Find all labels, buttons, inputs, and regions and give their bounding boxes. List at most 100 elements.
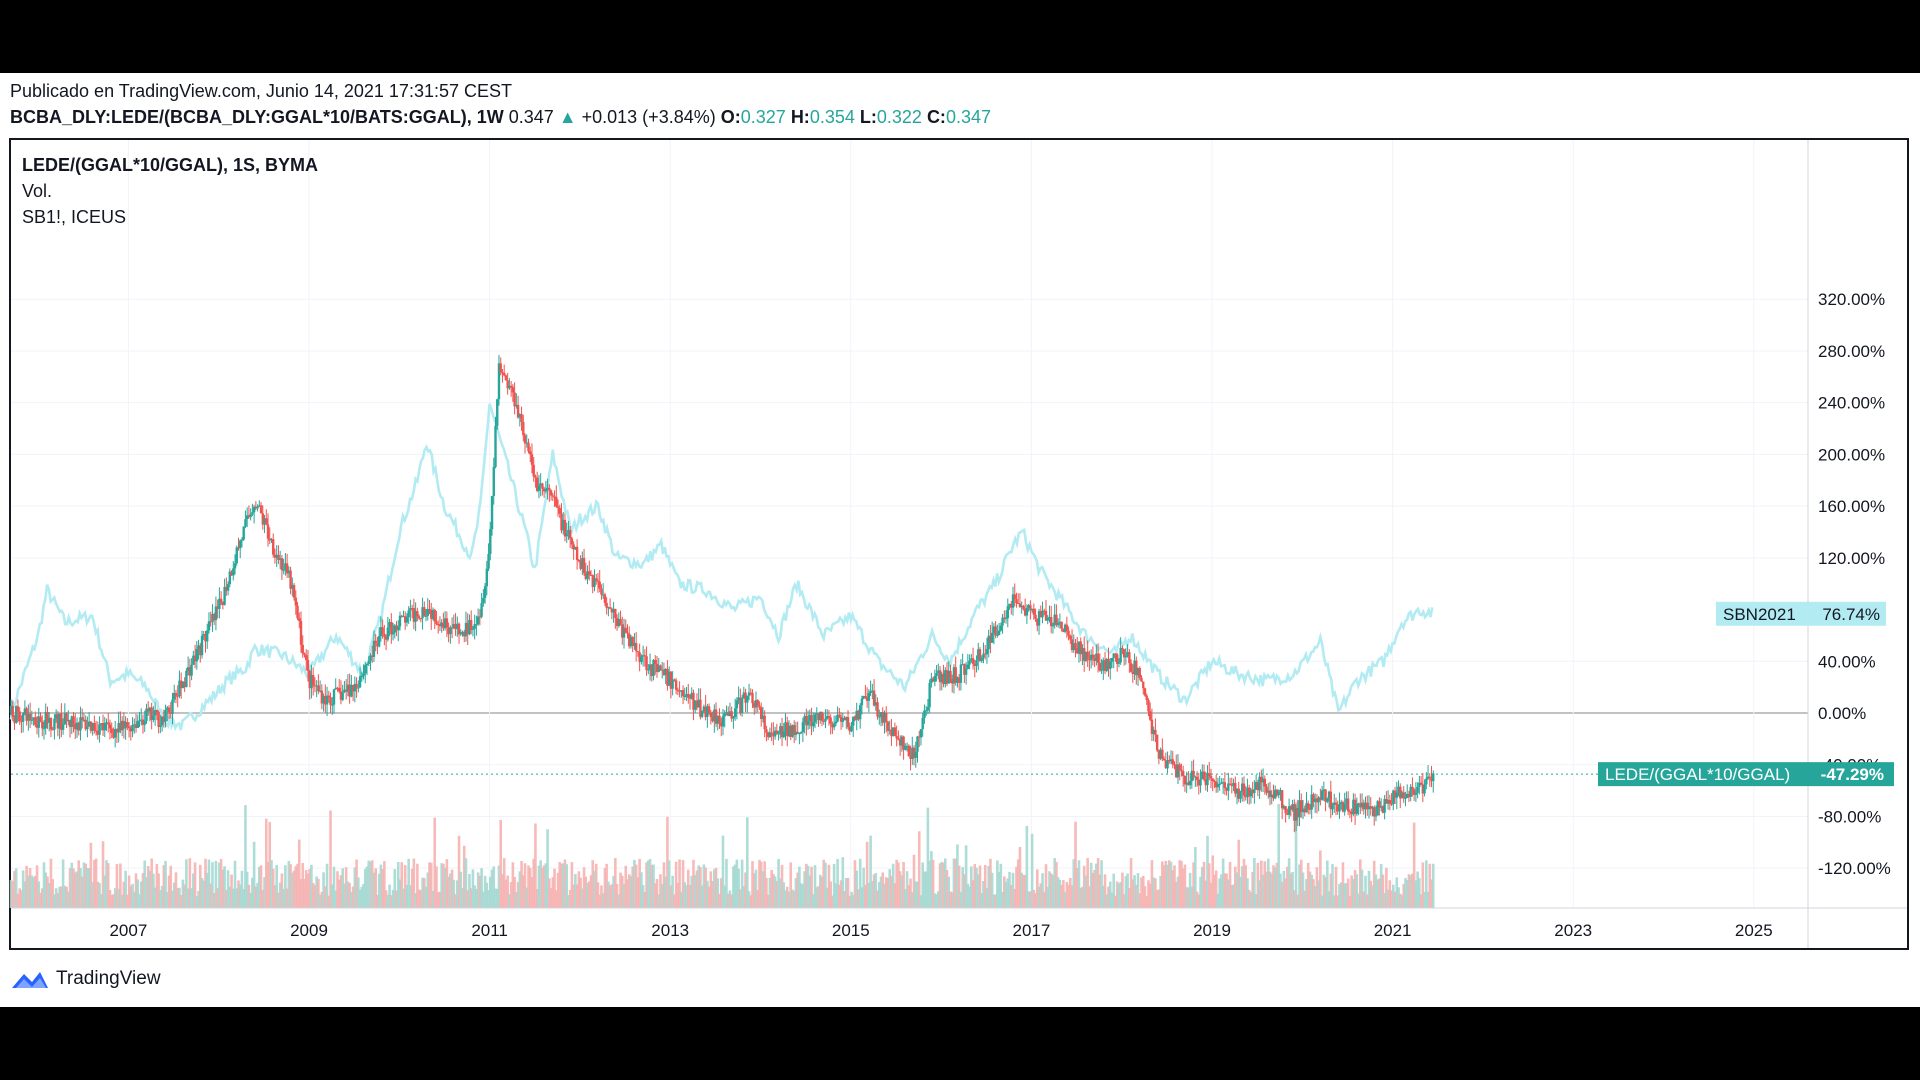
volume-bar bbox=[667, 860, 671, 908]
candle-body bbox=[1051, 624, 1055, 627]
volume-bar bbox=[822, 859, 826, 908]
volume-bar bbox=[412, 858, 416, 908]
candle-body bbox=[615, 618, 619, 627]
candle-body bbox=[636, 651, 640, 653]
volume-bar bbox=[634, 864, 638, 908]
candle-body bbox=[1320, 790, 1324, 800]
candle-body bbox=[317, 685, 320, 692]
volume-bar bbox=[495, 889, 499, 908]
volume-bar bbox=[1266, 858, 1270, 908]
candle-body bbox=[614, 608, 617, 619]
candle-body bbox=[119, 722, 122, 731]
candle-body bbox=[846, 717, 850, 728]
volume-bar bbox=[383, 861, 386, 908]
volume-bar bbox=[1140, 877, 1143, 908]
volume-bar bbox=[49, 858, 53, 908]
volume-bar bbox=[167, 875, 171, 908]
volume-bar bbox=[358, 889, 362, 908]
volume-bar bbox=[975, 867, 978, 908]
candle-body bbox=[1102, 660, 1105, 671]
candle-body bbox=[1159, 749, 1162, 759]
candle-body bbox=[112, 732, 115, 738]
volume-bar bbox=[442, 863, 445, 908]
volume-bar bbox=[431, 890, 435, 908]
candle-body bbox=[42, 728, 46, 730]
volume-bar bbox=[1320, 895, 1324, 908]
candle-body bbox=[376, 643, 379, 647]
candle-body bbox=[780, 726, 784, 738]
candle-body bbox=[75, 722, 79, 730]
candle-body bbox=[49, 717, 53, 730]
candle-body bbox=[874, 702, 878, 706]
volume-bar bbox=[256, 882, 259, 908]
volume-bar bbox=[1037, 886, 1041, 908]
candle-body bbox=[971, 658, 975, 665]
volume-bar bbox=[884, 877, 888, 908]
volume-bar bbox=[143, 860, 147, 908]
candle-body bbox=[1362, 802, 1365, 810]
candle-body bbox=[67, 720, 70, 722]
volume-bar bbox=[353, 867, 357, 908]
volume-bar bbox=[862, 867, 865, 908]
candle-body bbox=[1053, 614, 1056, 625]
volume-bar bbox=[225, 889, 228, 908]
volume-bar bbox=[1294, 801, 1298, 908]
volume-bar bbox=[421, 877, 424, 908]
candle-body bbox=[206, 630, 209, 642]
volume-bar bbox=[376, 894, 379, 908]
candle-body bbox=[350, 684, 353, 697]
candle-body bbox=[336, 687, 339, 689]
candle-body bbox=[742, 692, 746, 699]
legend-compare-series[interactable]: SB1!, ICEUS bbox=[22, 207, 127, 227]
legend-volume[interactable]: Vol. bbox=[22, 181, 53, 201]
volume-bar bbox=[334, 890, 338, 908]
volume-bar bbox=[766, 894, 770, 908]
y-tick-label: -80.00% bbox=[1818, 807, 1881, 826]
candle-body bbox=[37, 716, 40, 728]
candle-body bbox=[725, 712, 728, 714]
legend-main-series[interactable]: LEDE/(GGAL*10/GGAL), 1S, BYMA bbox=[22, 155, 319, 175]
candle-body bbox=[631, 636, 634, 646]
candle-body bbox=[992, 626, 996, 633]
volume-bar bbox=[1011, 872, 1015, 908]
volume-bar bbox=[1157, 889, 1161, 908]
candle-body bbox=[289, 570, 292, 589]
candle-body bbox=[216, 606, 219, 609]
up-arrow-icon: ▲ bbox=[558, 107, 577, 127]
volume-bar bbox=[127, 875, 131, 908]
candle-body bbox=[1048, 617, 1051, 619]
candle-body bbox=[443, 618, 447, 629]
volume-bar bbox=[1067, 884, 1070, 908]
chart-frame[interactable] bbox=[9, 138, 1909, 950]
candle-body bbox=[530, 454, 534, 465]
candle-body bbox=[813, 714, 817, 723]
candle-body bbox=[381, 627, 384, 634]
volume-bar bbox=[1339, 882, 1343, 908]
volume-bar bbox=[1025, 825, 1029, 908]
volume-bar bbox=[100, 894, 103, 908]
volume-bar bbox=[466, 890, 470, 908]
candle-body bbox=[405, 617, 409, 623]
volume-bar bbox=[834, 883, 838, 908]
volume-bar bbox=[1240, 866, 1244, 908]
volume-bar bbox=[494, 888, 497, 908]
volume-bar bbox=[159, 890, 162, 908]
x-tick-label: 2017 bbox=[1012, 921, 1050, 940]
volume-bar bbox=[600, 885, 603, 908]
volume-bar bbox=[655, 878, 659, 908]
volume-bar bbox=[1136, 873, 1140, 908]
volume-bar bbox=[1306, 862, 1310, 908]
candle-body bbox=[879, 712, 883, 717]
candle-body bbox=[796, 731, 799, 734]
candle-body bbox=[28, 713, 32, 721]
volume-bar bbox=[284, 865, 287, 908]
volume-bar bbox=[297, 839, 301, 908]
candle-body bbox=[652, 660, 655, 676]
volume-bar bbox=[410, 868, 414, 908]
candle-body bbox=[621, 624, 624, 638]
volume-bar bbox=[183, 884, 186, 908]
volume-bar bbox=[1207, 863, 1211, 908]
candle-body bbox=[1161, 749, 1164, 759]
volume-bar bbox=[190, 888, 193, 908]
